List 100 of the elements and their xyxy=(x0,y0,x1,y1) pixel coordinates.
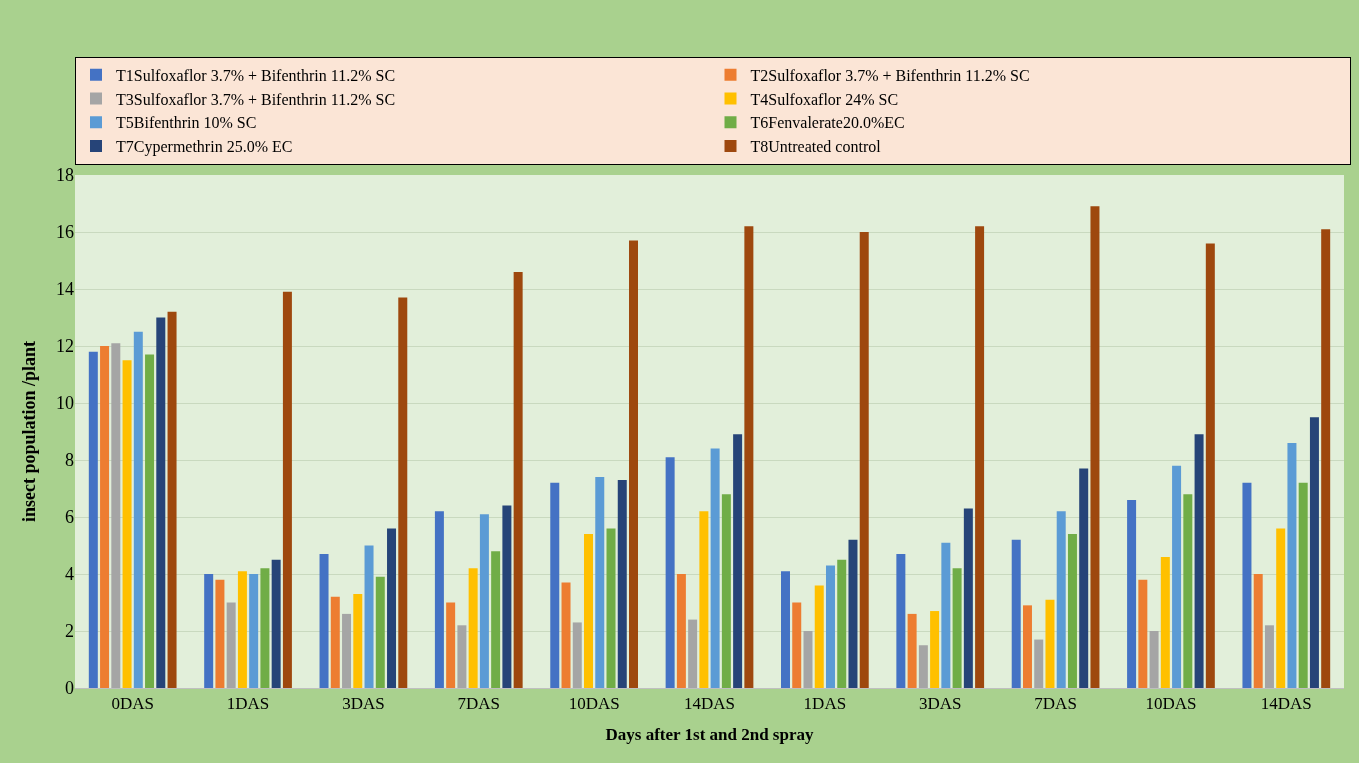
bar xyxy=(1056,511,1066,688)
bar xyxy=(1276,528,1286,688)
y-tick-label: 8 xyxy=(65,450,74,471)
bar xyxy=(907,613,917,688)
bar xyxy=(1309,417,1319,688)
bar xyxy=(156,317,166,688)
bar xyxy=(1011,539,1021,688)
bar xyxy=(375,576,385,688)
bar xyxy=(249,574,259,688)
y-tick-label: 16 xyxy=(56,222,74,243)
bar xyxy=(699,511,709,688)
y-tick-label: 2 xyxy=(65,621,74,642)
bar xyxy=(665,457,675,688)
bar xyxy=(572,622,582,688)
y-tick-label: 10 xyxy=(56,393,74,414)
bar xyxy=(319,554,329,688)
bar xyxy=(1160,556,1170,688)
legend-label: T2Sulfoxaflor 3.7% + Bifenthrin 11.2% SC xyxy=(750,66,1030,84)
bar xyxy=(457,625,467,688)
bar xyxy=(1138,579,1148,688)
bar xyxy=(859,232,869,688)
legend-label: T6Fenvalerate20.0%EC xyxy=(750,114,905,132)
bar xyxy=(100,346,110,688)
bar xyxy=(1183,494,1193,688)
x-tick-label: 10DAS xyxy=(568,694,620,714)
x-tick-label: 14DAS xyxy=(1260,694,1312,714)
bar xyxy=(353,593,363,688)
bar xyxy=(111,343,121,688)
bar xyxy=(952,568,962,688)
bar xyxy=(215,579,225,688)
bar xyxy=(133,331,143,688)
bar xyxy=(688,619,698,688)
bar xyxy=(1298,482,1308,688)
y-axis-title: insect population /plant xyxy=(19,340,40,523)
bar xyxy=(1253,574,1263,688)
bar xyxy=(606,528,616,688)
bar xyxy=(1242,482,1252,688)
y-tick-label: 0 xyxy=(65,678,74,699)
x-axis-title: Days after 1st and 2nd spray xyxy=(605,724,814,744)
x-tick-label: 7DAS xyxy=(1034,694,1077,714)
bar xyxy=(330,596,340,688)
x-tick-label: 14DAS xyxy=(683,694,736,714)
bar xyxy=(676,574,686,688)
bar xyxy=(1127,499,1137,688)
legend-label: T7Cypermethrin 25.0% EC xyxy=(116,138,293,157)
bar xyxy=(145,354,155,688)
bar xyxy=(1079,468,1089,688)
bar xyxy=(825,565,835,688)
bar xyxy=(1194,434,1204,688)
legend-label: T8Untreated control xyxy=(750,138,882,156)
y-tick-label: 14 xyxy=(56,279,74,300)
bar xyxy=(710,448,720,688)
bar xyxy=(260,568,270,688)
bar xyxy=(271,559,281,688)
bar xyxy=(733,434,743,688)
bar xyxy=(721,494,731,688)
y-tick-label: 4 xyxy=(65,564,74,585)
bar xyxy=(975,226,985,688)
bar xyxy=(803,631,813,688)
bar xyxy=(491,551,501,688)
legend-label: T4Sulfoxaflor 24% SC xyxy=(750,90,899,108)
bar xyxy=(1264,625,1274,688)
bar xyxy=(122,360,132,688)
bar xyxy=(1034,639,1044,688)
bar xyxy=(342,613,352,688)
x-tick-label: 3DAS xyxy=(342,694,385,714)
x-tick-label: 1DAS xyxy=(803,694,847,714)
bar xyxy=(792,602,802,688)
bar xyxy=(434,511,444,688)
y-tick-label: 18 xyxy=(56,165,74,186)
legend-label: T5Bifenthrin 10% SC xyxy=(116,114,257,132)
bar xyxy=(1045,599,1055,688)
bar xyxy=(941,542,951,688)
bar xyxy=(561,582,571,688)
x-tick-label: 7DAS xyxy=(457,694,501,714)
bar xyxy=(617,479,627,688)
bar xyxy=(918,645,928,688)
bar xyxy=(204,574,214,688)
bar xyxy=(88,351,98,688)
bar xyxy=(1067,534,1077,688)
x-tick-label: 10DAS xyxy=(1145,694,1197,714)
bar xyxy=(848,539,858,688)
bar xyxy=(502,505,512,688)
bar xyxy=(814,585,824,688)
bar xyxy=(479,514,489,688)
bar xyxy=(744,226,754,688)
legend-label: T3Sulfoxaflor 3.7% + Bifenthrin 11.2% SC xyxy=(116,90,396,108)
bar xyxy=(1321,229,1331,688)
bar xyxy=(1172,465,1182,688)
bar xyxy=(930,611,940,688)
bar xyxy=(237,571,247,688)
x-tick-label: 1DAS xyxy=(226,694,270,714)
bar xyxy=(364,545,374,688)
bar xyxy=(595,477,605,688)
x-tick-label: 0DAS xyxy=(111,694,154,714)
bar xyxy=(837,559,847,688)
bar xyxy=(1287,442,1297,688)
y-tick-label: 6 xyxy=(65,507,74,528)
bar xyxy=(167,311,177,688)
bar xyxy=(1205,243,1215,688)
